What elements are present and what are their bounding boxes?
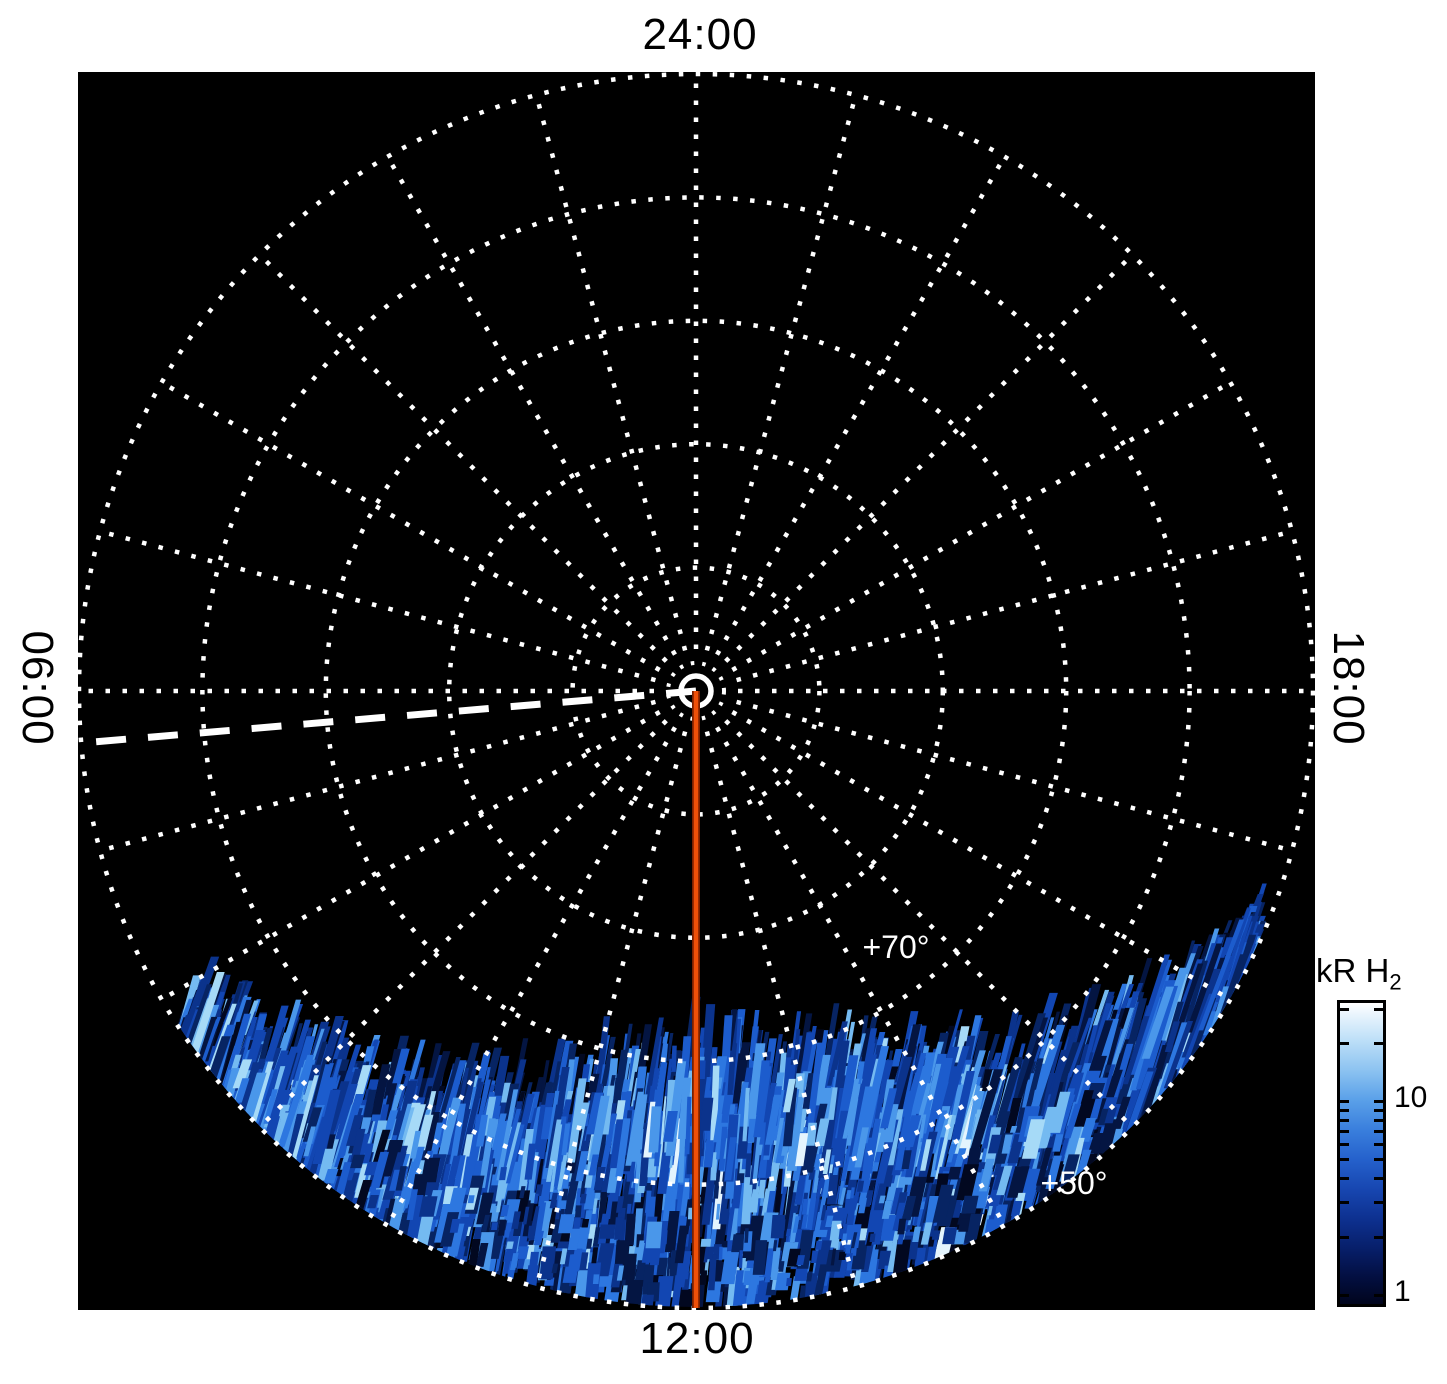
latitude-label: +50° xyxy=(1040,1165,1107,1201)
aurora-streak xyxy=(1181,968,1221,1058)
aurora-streak xyxy=(626,1280,644,1305)
colorbar-tick xyxy=(1374,1294,1383,1297)
aurora-streak xyxy=(222,1013,252,1088)
aurora-streak xyxy=(1005,1013,1046,1120)
colorbar-tick xyxy=(1340,1177,1349,1180)
local-time-spoke xyxy=(731,710,1231,1001)
colorbar-tick xyxy=(1374,1042,1383,1045)
polar-plot-area: +70° +50° xyxy=(78,72,1315,1310)
aurora-streak xyxy=(976,1034,1000,1097)
colorbar-tick-label: 10 xyxy=(1394,1081,1428,1114)
colorbar-tick xyxy=(1340,1042,1349,1045)
colorbar-title: kR H2 xyxy=(1316,952,1402,996)
colorbar-tick xyxy=(1340,1158,1349,1161)
colorbar-tick xyxy=(1340,1008,1349,1011)
local-time-spoke xyxy=(161,710,661,1001)
aurora-streak xyxy=(786,1278,792,1286)
local-time-spoke xyxy=(724,253,1134,663)
aurora-streak xyxy=(869,1233,876,1242)
colorbar-tick xyxy=(1340,1119,1349,1122)
colorbar-tick xyxy=(1340,1109,1349,1112)
aurora-streak xyxy=(592,1274,600,1284)
local-time-spoke xyxy=(258,253,668,663)
aurora-streak xyxy=(931,1230,941,1240)
local-time-label-top: 24:00 xyxy=(642,10,758,59)
aurora-streak xyxy=(896,1024,923,1143)
aurora-streak xyxy=(540,1107,554,1140)
aurora-streak xyxy=(743,1270,751,1286)
aurora-streak xyxy=(1141,986,1175,1059)
colorbar xyxy=(1337,1000,1386,1307)
aurora-streak xyxy=(1138,1045,1170,1125)
colorbar-title-main: kR H xyxy=(1316,952,1390,989)
colorbar-tick xyxy=(1340,1143,1349,1146)
colorbar-tick xyxy=(1374,1100,1383,1103)
aurora-streak xyxy=(1185,943,1223,1033)
colorbar-tick xyxy=(1340,1294,1349,1297)
latitude-label: +70° xyxy=(862,929,929,965)
colorbar-tick xyxy=(1340,1201,1349,1204)
local-time-spoke xyxy=(534,95,688,652)
colorbar-tick xyxy=(1340,1100,1349,1103)
local-time-label-right: 18:00 xyxy=(1324,630,1373,746)
aurora-streak xyxy=(1123,998,1148,1059)
aurora-streak xyxy=(491,1222,498,1230)
colorbar-tick xyxy=(1374,1119,1383,1122)
aurora-streak xyxy=(761,1188,771,1218)
local-time-spoke xyxy=(100,529,657,683)
colorbar-tick-label: 1 xyxy=(1394,1275,1411,1308)
colorbar-tick xyxy=(1340,1130,1349,1133)
aurora-streak xyxy=(990,1057,1024,1141)
colorbar-tick xyxy=(1374,1130,1383,1133)
colorbar-tick xyxy=(1374,1008,1383,1011)
colorbar-tick xyxy=(1374,1109,1383,1112)
aurora-streak xyxy=(1043,1050,1069,1124)
aurora-streak xyxy=(746,1260,754,1268)
local-time-spoke xyxy=(735,699,1292,853)
aurora-streak xyxy=(1122,1016,1150,1085)
aurora-streak xyxy=(1108,1007,1135,1076)
local-time-label-bottom: 12:00 xyxy=(639,1314,755,1363)
colorbar-tick xyxy=(1374,1158,1383,1161)
aurora-streak xyxy=(779,1219,786,1231)
aurora-streak xyxy=(718,1246,723,1261)
local-time-spoke xyxy=(386,156,677,656)
colorbar-title-subscript: 2 xyxy=(1389,969,1402,995)
local-time-spoke xyxy=(161,381,661,672)
aurora-streak xyxy=(838,1251,846,1260)
local-time-spoke xyxy=(731,381,1231,672)
polar-aurora-map: +70° +50° xyxy=(78,72,1315,1310)
aurora-streak xyxy=(599,1224,616,1239)
local-time-spoke xyxy=(100,699,657,853)
aurora-streak xyxy=(794,1174,806,1205)
colorbar-tick xyxy=(1374,1236,1383,1239)
local-time-label-left: 06:00 xyxy=(13,630,62,746)
aurora-streak xyxy=(1067,1017,1093,1078)
colorbar-tick xyxy=(1374,1177,1383,1180)
aurora-streak xyxy=(1025,1058,1044,1109)
local-time-spoke xyxy=(735,529,1292,683)
aurora-streak xyxy=(1209,986,1229,1033)
aurora-streak xyxy=(1130,959,1173,1075)
aurora-streak xyxy=(1163,1021,1194,1089)
aurora-streak xyxy=(1164,1021,1180,1052)
aurora-streak xyxy=(699,1270,708,1285)
aurora-streak xyxy=(1215,908,1251,1003)
colorbar-tick xyxy=(1374,1201,1383,1204)
local-time-spoke xyxy=(715,156,1006,656)
colorbar-tick xyxy=(1374,1143,1383,1146)
aurora-streak xyxy=(1198,919,1245,1031)
local-time-spoke xyxy=(704,95,858,652)
aurora-streak xyxy=(645,1221,663,1249)
aurora-emission-layer xyxy=(160,883,1267,1307)
colorbar-tick xyxy=(1340,1236,1349,1239)
aurora-streak xyxy=(720,1208,729,1225)
